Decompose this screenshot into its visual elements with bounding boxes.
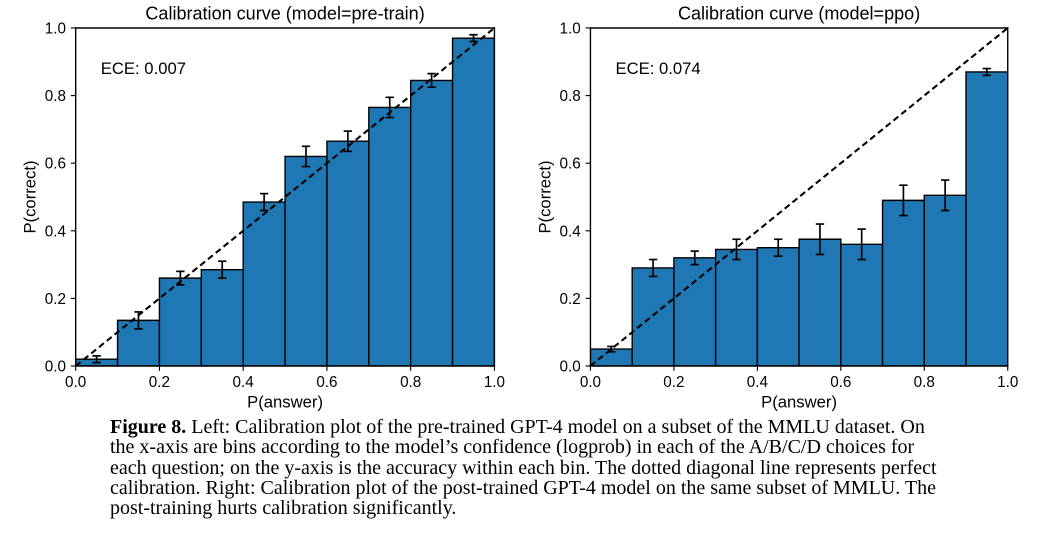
svg-text:P(correct): P(correct) <box>535 160 554 233</box>
svg-text:0.8: 0.8 <box>45 88 66 105</box>
svg-text:0.4: 0.4 <box>45 223 67 240</box>
svg-text:Calibration curve (model=pre-t: Calibration curve (model=pre-train) <box>145 4 424 24</box>
svg-text:0.8: 0.8 <box>559 88 580 105</box>
svg-text:ECE: 0.007: ECE: 0.007 <box>101 59 186 78</box>
svg-text:0.6: 0.6 <box>830 374 851 391</box>
svg-text:P(answer): P(answer) <box>247 393 323 412</box>
svg-text:1.0: 1.0 <box>997 374 1018 391</box>
svg-text:1.0: 1.0 <box>484 374 505 391</box>
svg-text:0.6: 0.6 <box>559 156 580 173</box>
svg-text:0.4: 0.4 <box>559 223 581 240</box>
svg-text:0.0: 0.0 <box>45 359 66 376</box>
svg-text:0.8: 0.8 <box>914 374 935 391</box>
svg-text:0.4: 0.4 <box>747 374 769 391</box>
svg-text:0.8: 0.8 <box>400 374 421 391</box>
svg-text:P(correct): P(correct) <box>21 160 40 233</box>
svg-text:0.6: 0.6 <box>45 156 66 173</box>
svg-text:1.0: 1.0 <box>559 21 580 38</box>
svg-text:0.2: 0.2 <box>559 291 580 308</box>
svg-text:0.2: 0.2 <box>45 291 66 308</box>
svg-text:0.2: 0.2 <box>149 374 170 391</box>
svg-text:ECE: 0.074: ECE: 0.074 <box>615 59 700 78</box>
svg-text:Calibration curve (model=ppo): Calibration curve (model=ppo) <box>678 4 920 24</box>
svg-text:0.0: 0.0 <box>559 359 580 376</box>
svg-text:1.0: 1.0 <box>45 21 66 38</box>
svg-text:0.2: 0.2 <box>663 374 684 391</box>
svg-text:0.0: 0.0 <box>580 374 601 391</box>
svg-text:0.4: 0.4 <box>233 374 255 391</box>
svg-text:P(answer): P(answer) <box>761 393 837 412</box>
svg-text:0.0: 0.0 <box>65 374 86 391</box>
svg-text:0.6: 0.6 <box>316 374 337 391</box>
